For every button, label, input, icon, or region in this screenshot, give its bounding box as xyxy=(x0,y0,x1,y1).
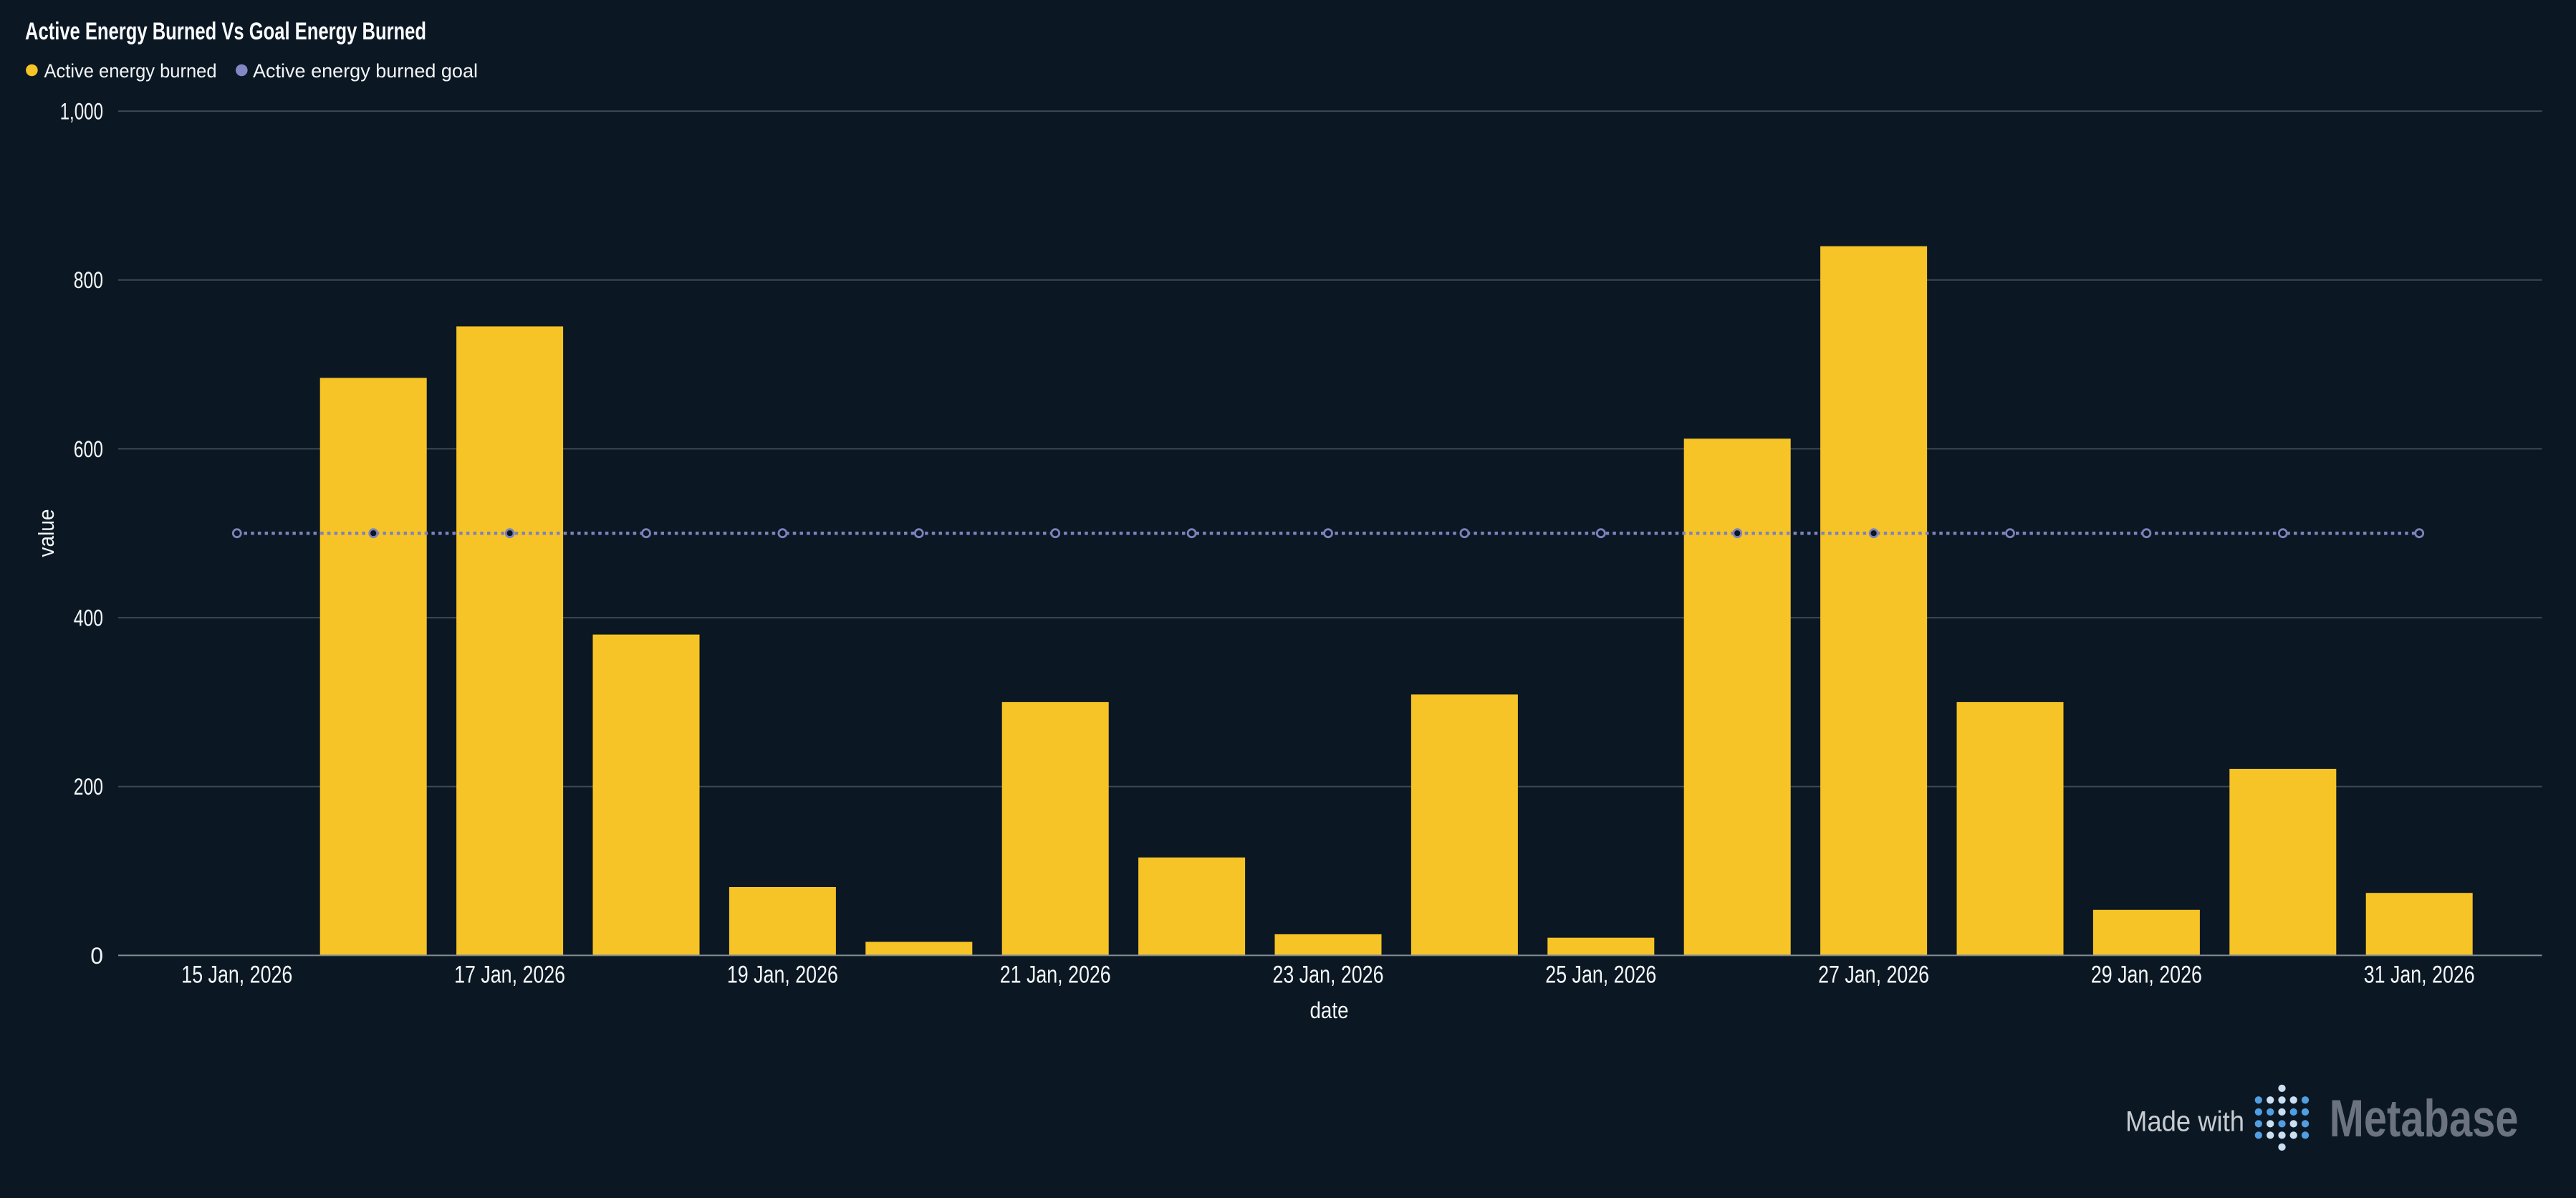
svg-text:0: 0 xyxy=(90,943,103,969)
svg-text:400: 400 xyxy=(74,605,103,631)
svg-text:29 Jan, 2026: 29 Jan, 2026 xyxy=(2091,962,2202,989)
svg-text:Active Energy Burned Vs Goal E: Active Energy Burned Vs Goal Energy Burn… xyxy=(25,18,426,45)
svg-text:27 Jan, 2026: 27 Jan, 2026 xyxy=(1818,962,1929,989)
svg-text:date: date xyxy=(1310,997,1349,1023)
svg-text:Active energy burned goal: Active energy burned goal xyxy=(253,60,478,82)
svg-text:value: value xyxy=(34,509,59,557)
svg-text:1,000: 1,000 xyxy=(60,99,103,125)
svg-text:23 Jan, 2026: 23 Jan, 2026 xyxy=(1273,962,1384,989)
svg-text:31 Jan, 2026: 31 Jan, 2026 xyxy=(2364,962,2475,989)
svg-text:200: 200 xyxy=(74,774,103,800)
svg-text:600: 600 xyxy=(74,436,103,462)
svg-text:21 Jan, 2026: 21 Jan, 2026 xyxy=(1000,962,1111,989)
svg-text:15 Jan, 2026: 15 Jan, 2026 xyxy=(181,962,292,989)
svg-text:19 Jan, 2026: 19 Jan, 2026 xyxy=(727,962,838,989)
svg-text:17 Jan, 2026: 17 Jan, 2026 xyxy=(454,962,565,989)
svg-text:Made with: Made with xyxy=(2125,1106,2244,1137)
svg-text:Metabase: Metabase xyxy=(2330,1090,2519,1148)
svg-text:800: 800 xyxy=(74,267,103,293)
svg-text:Active energy burned: Active energy burned xyxy=(44,60,217,82)
svg-text:25 Jan, 2026: 25 Jan, 2026 xyxy=(1545,962,1656,989)
